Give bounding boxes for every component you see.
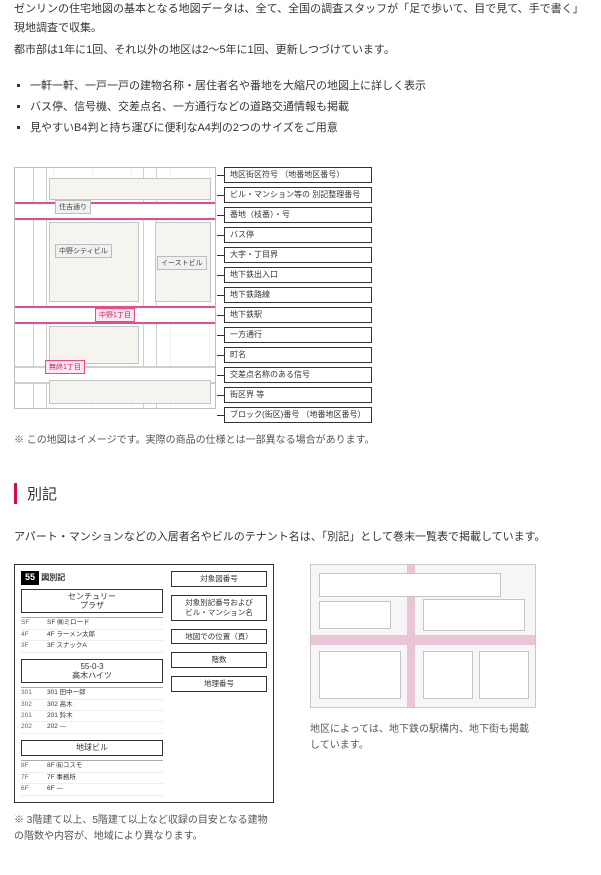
feature-bullets: 一軒一軒、一戸一戸の建物名称・居住者名や番地を大縮尺の地図上に詳しく表示 バス停… [14, 76, 587, 139]
legend-item: 交差点名称のある信号 [224, 367, 372, 383]
bekki-building-name: センチュリー プラザ [21, 589, 163, 613]
bekki-table-figure: 55 図別記 センチュリー プラザ SFSF ㈱ミロード 4F4F ラーメン太郎… [14, 564, 274, 802]
bekki-table-title: 図別記 [41, 573, 65, 582]
map-area-label: 無終1丁目 [45, 360, 85, 374]
bekki-right-column: 地区によっては、地下鉄の駅構内、地下街も掲載しています。 [310, 564, 536, 764]
bekki-table-number: 55 [21, 571, 39, 585]
legend-item: 地下鉄出入口 [224, 267, 372, 283]
station-map-figure [310, 564, 536, 708]
list-item: 7F 事務所 [47, 774, 76, 782]
bekki-tenant-list: 301301 田中一郎 302302 高木 201201 鈴木 202202 — [21, 687, 163, 734]
bullet-item: 見やすいB4判と持ち運びに便利なA4判の2つのサイズをご用意 [30, 118, 587, 139]
bekki-col-label: 地図での位置（頁） [171, 629, 267, 645]
bekki-col-label: 階数 [171, 652, 267, 668]
bekki-lead-text: アパート・マンションなどの入居者名やビルのテナント名は、「別記」として巻末一覧表… [14, 528, 587, 547]
legend-item: 一方通行 [224, 327, 372, 343]
list-item: 301 田中一郎 [47, 689, 86, 697]
bekki-building-name: 55-0-3 高木ハイツ [21, 659, 163, 683]
intro-line-2: 都市部は1年に1回、それ以外の地区は2～5年に1回、更新しつづけています。 [14, 41, 587, 60]
intro-block: ゼンリンの住宅地図の基本となる地図データは、全て、全国の調査スタッフが「足で歩い… [14, 0, 587, 60]
map-area-label: 中野1丁目 [95, 308, 135, 322]
list-item: 8F ㈲コスモ [47, 762, 82, 770]
section-heading-bekki: 別記 [14, 483, 587, 504]
bekki-figures-row: 55 図別記 センチュリー プラザ SFSF ㈱ミロード 4F4F ラーメン太郎… [14, 564, 587, 854]
map-building-label: イーストビル [157, 256, 207, 270]
bekki-building-name: 地球ビル [21, 740, 163, 756]
bekki-col-label: 対象図番号 [171, 571, 267, 587]
map-figure: 住吉通り 中野シティビル イーストビル 中野1丁目 無終1丁目 地区街区符号 （… [14, 167, 587, 423]
list-item: 202 — [47, 723, 66, 731]
bekki-table-labels: 対象図番号 対象別記番号および ビル・マンション名 地図での位置（頁） 階数 地… [171, 571, 267, 795]
bekki-col-label: 対象別記番号および ビル・マンション名 [171, 595, 267, 621]
legend-item: ビル・マンション等の 別記整理番号 [224, 187, 372, 203]
map-legend: 地区街区符号 （地番地区番号） ビル・マンション等の 別記整理番号 番地（枝番）… [224, 167, 372, 423]
legend-item: バス停 [224, 227, 372, 243]
legend-item: 地区街区符号 （地番地区番号） [224, 167, 372, 183]
map-disclaimer: ※ この地図はイメージです。実際の商品の仕様とは一部異なる場合があります。 [14, 433, 587, 449]
sample-map-image: 住吉通り 中野シティビル イーストビル 中野1丁目 無終1丁目 [14, 167, 216, 409]
bullet-item: 一軒一軒、一戸一戸の建物名称・居住者名や番地を大縮尺の地図上に詳しく表示 [30, 76, 587, 97]
bekki-left-column: 55 図別記 センチュリー プラザ SFSF ㈱ミロード 4F4F ラーメン太郎… [14, 564, 274, 854]
bekki-left-note: ※ 3階建て以上、5階建て以上など収録の目安となる建物の階数や内容が、地域により… [14, 813, 274, 845]
list-item: 201 鈴木 [47, 712, 73, 720]
list-item: 302 高木 [47, 701, 73, 709]
bekki-right-note: 地区によっては、地下鉄の駅構内、地下街も掲載しています。 [310, 722, 536, 754]
bullet-item: バス停、信号機、交差点名、一方通行などの道路交通情報も掲載 [30, 97, 587, 118]
list-item: 6F — [47, 785, 63, 793]
legend-item: 大字・丁目界 [224, 247, 372, 263]
bekki-tenant-list: SFSF ㈱ミロード 4F4F ラーメン太郎 3F3F スナックA [21, 617, 163, 652]
list-item: SF ㈱ミロード [47, 619, 90, 627]
bekki-tenant-list: 8F8F ㈲コスモ 7F7F 事務所 6F6F — [21, 760, 163, 795]
intro-line-1: ゼンリンの住宅地図の基本となる地図データは、全て、全国の調査スタッフが「足で歩い… [14, 0, 587, 37]
legend-item: 街区界 等 [224, 387, 372, 403]
list-item: 3F スナックA [47, 642, 87, 650]
map-road-label: 住吉通り [55, 200, 91, 214]
legend-item: 番地（枝番）・号 [224, 207, 372, 223]
legend-item: ブロック(街区)番号 （地番地区番号） [224, 407, 372, 423]
bekki-col-label: 地理番号 [171, 676, 267, 692]
legend-item: 町名 [224, 347, 372, 363]
legend-item: 地下鉄路線 [224, 287, 372, 303]
bekki-table-main: 55 図別記 センチュリー プラザ SFSF ㈱ミロード 4F4F ラーメン太郎… [21, 571, 163, 795]
legend-item: 地下鉄駅 [224, 307, 372, 323]
list-item: 4F ラーメン太郎 [47, 631, 95, 639]
page-root: ゼンリンの住宅地図の基本となる地図データは、全て、全国の調査スタッフが「足で歩い… [0, 0, 601, 875]
map-building-label: 中野シティビル [55, 244, 112, 258]
